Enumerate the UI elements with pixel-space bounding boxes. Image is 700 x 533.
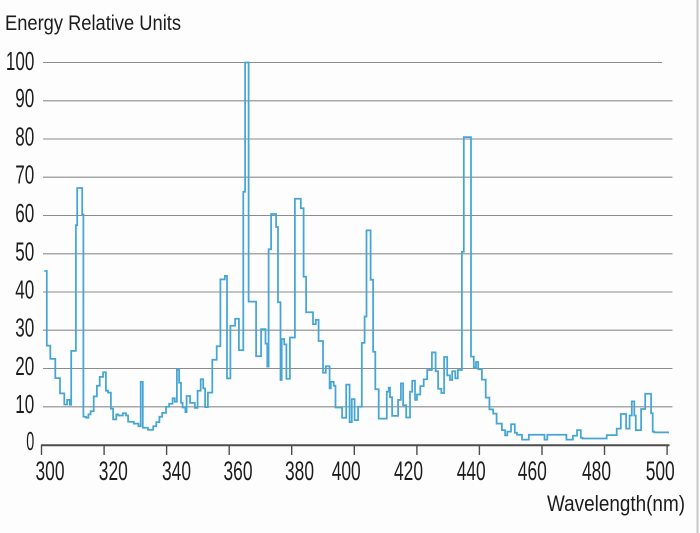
svg-text:0: 0 bbox=[26, 426, 34, 456]
svg-text:360: 360 bbox=[224, 456, 253, 486]
svg-text:Wavelength(nm): Wavelength(nm) bbox=[547, 491, 685, 516]
svg-text:Energy Relative Units: Energy Relative Units bbox=[5, 11, 181, 35]
svg-text:340: 340 bbox=[162, 456, 191, 486]
svg-text:380: 380 bbox=[285, 456, 314, 486]
svg-text:100: 100 bbox=[6, 46, 34, 76]
svg-text:320: 320 bbox=[99, 456, 128, 486]
svg-text:50: 50 bbox=[15, 236, 34, 266]
svg-text:40: 40 bbox=[15, 274, 34, 304]
svg-text:10: 10 bbox=[15, 389, 34, 419]
svg-text:420: 420 bbox=[394, 456, 423, 486]
svg-text:400: 400 bbox=[332, 456, 361, 486]
svg-text:20: 20 bbox=[15, 351, 34, 381]
svg-text:90: 90 bbox=[15, 83, 34, 113]
svg-text:30: 30 bbox=[15, 313, 34, 343]
svg-text:460: 460 bbox=[518, 456, 547, 486]
svg-text:80: 80 bbox=[15, 121, 34, 151]
svg-text:60: 60 bbox=[15, 198, 34, 228]
svg-text:500: 500 bbox=[646, 456, 675, 486]
svg-text:300: 300 bbox=[36, 456, 65, 486]
svg-text:70: 70 bbox=[15, 160, 34, 190]
svg-text:480: 480 bbox=[582, 456, 611, 486]
svg-text:440: 440 bbox=[457, 456, 486, 486]
